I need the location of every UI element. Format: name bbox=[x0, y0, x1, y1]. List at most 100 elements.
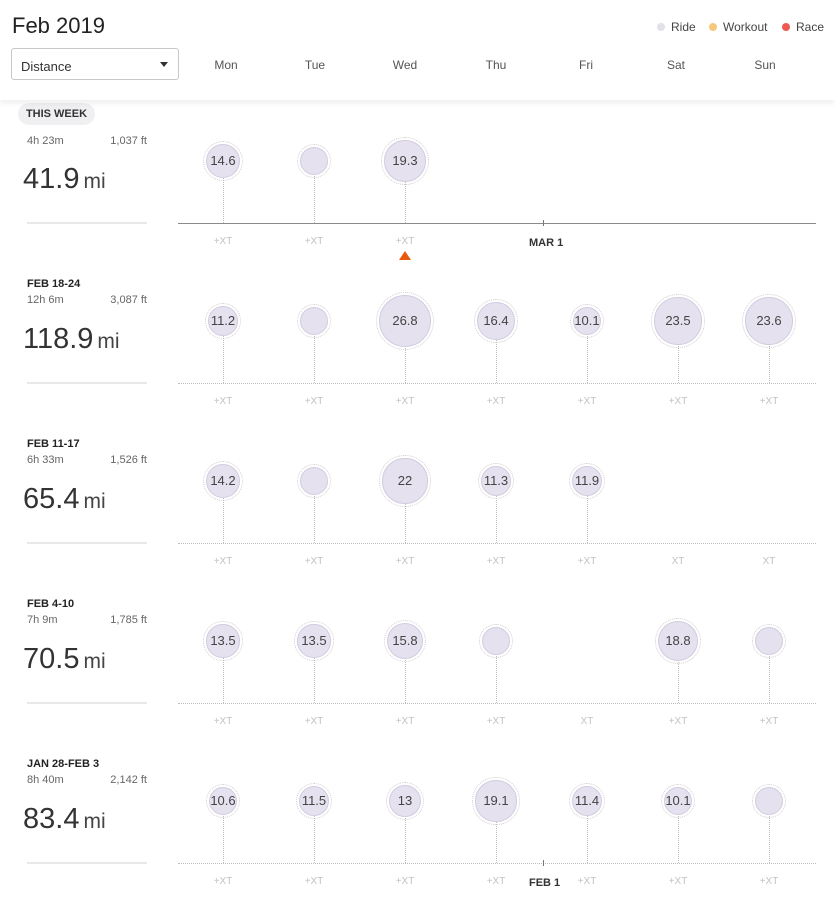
day-activity-bubble-tue[interactable]: 11.5 bbox=[295, 782, 333, 820]
add-cross-training-tue[interactable]: +XT bbox=[304, 876, 324, 887]
add-cross-training-mon[interactable]: +XT bbox=[213, 716, 233, 727]
day-activity-bubble-fri[interactable]: 11.9 bbox=[568, 462, 606, 500]
day-activity-bubble-sat[interactable]: 23.5 bbox=[651, 294, 705, 348]
bubble-circle bbox=[208, 786, 238, 816]
day-activity-bubble-mon[interactable]: 13.5 bbox=[203, 621, 243, 661]
bubble-circle bbox=[477, 302, 515, 340]
week-divider bbox=[27, 382, 147, 384]
day-activity-bubble-wed[interactable]: 15.8 bbox=[383, 619, 427, 663]
add-cross-training-sun[interactable]: +XT bbox=[759, 396, 779, 407]
add-cross-training-wed[interactable]: +XT bbox=[395, 876, 415, 887]
add-cross-training-wed[interactable]: +XT bbox=[395, 716, 415, 727]
add-cross-training-tue[interactable]: +XT bbox=[304, 396, 324, 407]
day-activity-bubble-sun[interactable] bbox=[752, 624, 786, 658]
day-header-wed: Wed bbox=[392, 58, 418, 72]
bubble-circle bbox=[755, 787, 783, 815]
day-activity-bubble-tue[interactable] bbox=[297, 144, 331, 178]
week-baseline bbox=[178, 703, 816, 704]
metric-select[interactable]: Distance bbox=[11, 48, 179, 80]
bubble-value: 22 bbox=[397, 472, 413, 488]
day-activity-bubble-mon[interactable]: 14.6 bbox=[202, 140, 244, 182]
bubble-halo bbox=[654, 617, 702, 665]
add-cross-training-fri[interactable]: XT bbox=[580, 716, 594, 727]
bubble-halo bbox=[297, 304, 331, 338]
legend-race: Race bbox=[782, 20, 824, 34]
day-activity-bubble-sat[interactable]: 18.8 bbox=[654, 617, 702, 665]
add-cross-training-mon[interactable]: +XT bbox=[213, 876, 233, 887]
add-cross-training-sat[interactable]: +XT bbox=[668, 876, 688, 887]
day-stem bbox=[678, 641, 679, 703]
day-activity-bubble-tue[interactable]: 13.5 bbox=[294, 621, 334, 661]
week-distance-value: 65.4 bbox=[23, 483, 80, 515]
bubble-halo bbox=[297, 144, 331, 178]
day-activity-bubble-sun[interactable] bbox=[752, 784, 786, 818]
day-stem bbox=[223, 641, 224, 703]
bubble-halo bbox=[381, 137, 429, 185]
add-cross-training-tue[interactable]: +XT bbox=[304, 556, 324, 567]
add-cross-training-mon[interactable]: +XT bbox=[213, 396, 233, 407]
day-activity-bubble-wed[interactable]: 22 bbox=[379, 455, 431, 507]
day-stem bbox=[223, 321, 224, 383]
day-activity-bubble-thu[interactable]: 16.4 bbox=[474, 299, 518, 343]
add-cross-training-thu[interactable]: +XT bbox=[486, 556, 506, 567]
day-activity-bubble-thu[interactable] bbox=[479, 624, 513, 658]
day-stem bbox=[314, 481, 315, 543]
day-activity-bubble-wed[interactable]: 19.3 bbox=[381, 137, 429, 185]
add-cross-training-thu[interactable]: +XT bbox=[486, 716, 506, 727]
bubble-halo bbox=[568, 782, 605, 819]
add-cross-training-thu[interactable]: +XT bbox=[486, 396, 506, 407]
day-activity-bubble-sun[interactable]: 23.6 bbox=[742, 294, 796, 348]
add-cross-training-tue[interactable]: +XT bbox=[304, 716, 324, 727]
day-activity-bubble-wed[interactable]: 26.8 bbox=[376, 292, 434, 350]
add-cross-training-sun[interactable]: +XT bbox=[759, 876, 779, 887]
week-distance-unit: mi bbox=[83, 490, 106, 513]
bubble-halo bbox=[202, 460, 244, 502]
day-activity-bubble-sat[interactable]: 10.1 bbox=[660, 783, 696, 819]
bubble-halo bbox=[379, 455, 431, 507]
bubble-value: 18.8 bbox=[665, 632, 691, 648]
add-cross-training-sat[interactable]: +XT bbox=[668, 396, 688, 407]
day-activity-bubble-wed[interactable]: 13 bbox=[385, 781, 425, 821]
bubble-halo bbox=[660, 783, 696, 819]
add-cross-training-thu[interactable]: +XT bbox=[486, 876, 506, 887]
day-activity-bubble-thu[interactable]: 19.1 bbox=[472, 777, 520, 825]
bubble-circle bbox=[663, 786, 693, 816]
bubble-halo bbox=[295, 782, 333, 820]
add-cross-training-fri[interactable]: +XT bbox=[577, 556, 597, 567]
day-activity-bubble-tue[interactable] bbox=[297, 304, 331, 338]
add-cross-training-tue[interactable]: +XT bbox=[304, 236, 324, 247]
week-total-time: 8h 40m bbox=[27, 774, 64, 786]
bubble-value: 11.3 bbox=[483, 472, 509, 488]
day-activity-bubble-mon[interactable]: 10.6 bbox=[205, 783, 241, 819]
bubble-circle bbox=[205, 143, 241, 179]
day-activity-bubble-tue[interactable] bbox=[297, 464, 331, 498]
add-cross-training-sun[interactable]: +XT bbox=[759, 716, 779, 727]
day-stem bbox=[314, 801, 315, 863]
today-indicator-icon bbox=[399, 251, 411, 260]
day-stem bbox=[405, 321, 406, 383]
add-cross-training-fri[interactable]: +XT bbox=[577, 396, 597, 407]
add-cross-training-fri[interactable]: +XT bbox=[577, 876, 597, 887]
add-cross-training-mon[interactable]: +XT bbox=[213, 556, 233, 567]
add-cross-training-sat[interactable]: XT bbox=[671, 556, 685, 567]
day-activity-bubble-fri[interactable]: 10.1 bbox=[569, 303, 605, 339]
week-distance-unit: mi bbox=[83, 810, 106, 833]
add-cross-training-wed[interactable]: +XT bbox=[395, 236, 415, 247]
bubble-halo bbox=[752, 784, 786, 818]
add-cross-training-mon[interactable]: +XT bbox=[213, 236, 233, 247]
week-divider bbox=[27, 702, 147, 704]
add-cross-training-wed[interactable]: +XT bbox=[395, 396, 415, 407]
day-activity-bubble-mon[interactable]: 14.2 bbox=[202, 460, 244, 502]
day-activity-bubble-mon[interactable]: 11.2 bbox=[205, 303, 241, 339]
add-cross-training-wed[interactable]: +XT bbox=[395, 556, 415, 567]
add-cross-training-sat[interactable]: +XT bbox=[668, 716, 688, 727]
month-title: Feb 2019 bbox=[12, 13, 105, 38]
bubble-value: 14.6 bbox=[210, 152, 236, 168]
add-cross-training-sun[interactable]: XT bbox=[762, 556, 776, 567]
day-activity-bubble-thu[interactable]: 11.3 bbox=[478, 463, 514, 499]
day-activity-bubble-fri[interactable]: 11.4 bbox=[568, 782, 605, 819]
bubble-value: 10.1 bbox=[574, 312, 600, 328]
week-distance-value: 83.4 bbox=[23, 803, 80, 835]
week-distance-value: 70.5 bbox=[23, 643, 80, 675]
week-range: FEB 11-17 bbox=[27, 438, 80, 450]
